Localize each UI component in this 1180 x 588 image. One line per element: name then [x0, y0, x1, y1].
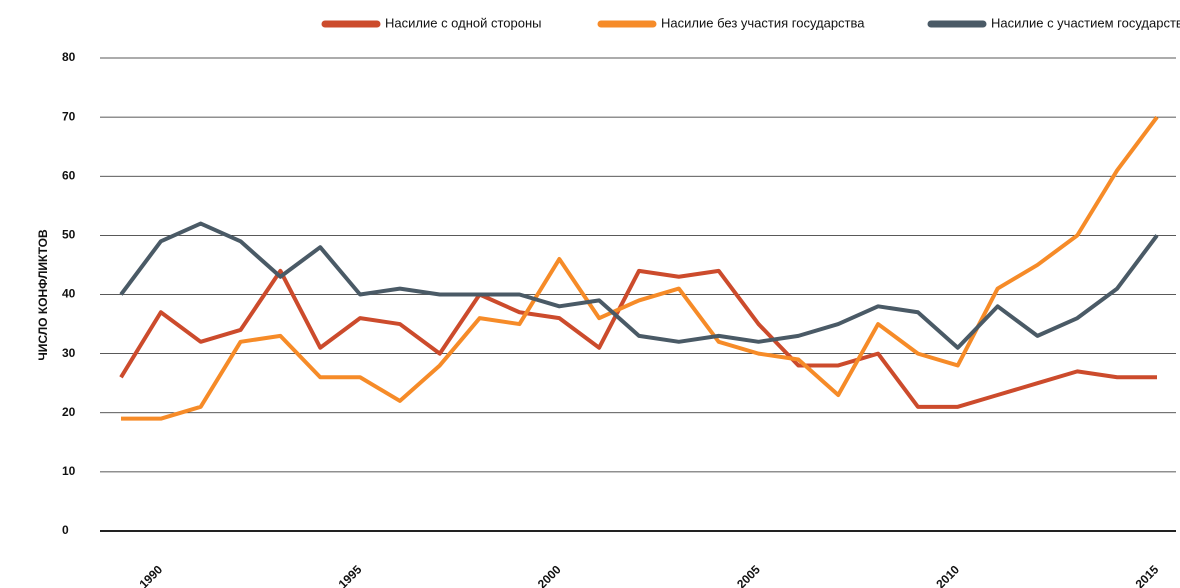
- x-tick-label: 2015: [1133, 562, 1162, 588]
- series-line: [119, 221, 1159, 350]
- y-tick-label: 40: [62, 287, 76, 301]
- y-axis-label: ЧИСЛО КОНФЛИКТОВ: [36, 229, 50, 361]
- legend-label: Насилие без участия государства: [661, 15, 865, 30]
- y-tick-label: 10: [62, 464, 76, 478]
- x-tick-label: 1990: [136, 562, 165, 588]
- y-tick-label: 80: [62, 50, 76, 64]
- x-tick-label: 2010: [933, 562, 962, 588]
- series-line: [119, 268, 1157, 409]
- x-tick-label: 1995: [336, 562, 365, 588]
- y-tick-label: 20: [62, 405, 76, 419]
- y-tick-label: 0: [62, 523, 69, 537]
- y-tick-label: 60: [62, 168, 76, 182]
- x-tick-label: 2000: [535, 562, 564, 588]
- legend-label: Насилие с участием государства: [991, 15, 1180, 30]
- x-tick-label: 2005: [734, 562, 763, 588]
- legend-label: Насилие с одной стороны: [385, 15, 542, 30]
- y-tick-label: 50: [62, 228, 76, 242]
- series-line: [121, 115, 1159, 421]
- y-tick-label: 70: [62, 109, 76, 123]
- y-tick-label: 30: [62, 346, 76, 360]
